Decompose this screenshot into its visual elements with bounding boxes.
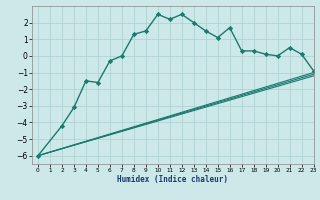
X-axis label: Humidex (Indice chaleur): Humidex (Indice chaleur) [117,175,228,184]
